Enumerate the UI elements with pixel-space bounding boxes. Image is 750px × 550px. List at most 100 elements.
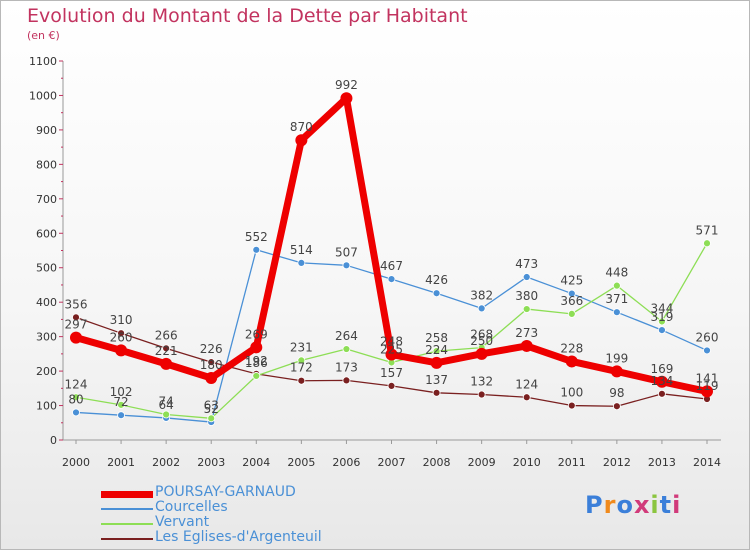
logo-letter: i: [650, 491, 660, 519]
data-label: 74: [159, 395, 174, 409]
x-tick-label: 2000: [62, 456, 90, 469]
data-point: [72, 408, 80, 417]
data-label: 132: [470, 375, 493, 389]
x-tick-label: 2009: [468, 456, 496, 469]
data-point: [295, 134, 308, 147]
data-point: [432, 388, 441, 397]
y-tick-label: 500: [36, 262, 57, 275]
x-tick-label: 2003: [197, 456, 225, 469]
legend-label: Courcelles: [155, 499, 228, 515]
legend-label: Les Eglises-d'Argenteuil: [155, 529, 322, 545]
data-label: 64: [159, 398, 174, 412]
data-label: 425: [560, 274, 583, 288]
data-label: 248: [380, 335, 403, 349]
data-label: 173: [335, 360, 358, 374]
data-label: 80: [68, 392, 83, 406]
data-point: [522, 393, 531, 402]
y-tick-label: 900: [36, 124, 57, 137]
data-label: 310: [110, 313, 133, 327]
proxiti-logo: Proxiti: [585, 491, 681, 519]
data-label: 268: [470, 328, 493, 342]
data-label: 426: [425, 273, 448, 287]
data-label: 199: [605, 351, 628, 365]
data-label: 141: [696, 371, 719, 385]
data-point: [70, 331, 82, 344]
data-point: [72, 313, 80, 322]
legend-swatch: [101, 538, 153, 540]
x-tick-label: 2004: [242, 456, 270, 469]
data-point: [612, 402, 621, 411]
data-label: 221: [155, 344, 178, 358]
data-point: [658, 317, 666, 326]
y-tick-label: 200: [36, 365, 57, 378]
data-point: [252, 372, 261, 380]
data-point: [115, 344, 128, 357]
data-label: 225: [380, 342, 403, 356]
data-point: [297, 259, 306, 267]
data-point: [701, 385, 713, 398]
y-tick-label: 300: [36, 331, 57, 344]
data-point: [703, 239, 711, 248]
data-label: 102: [110, 385, 133, 399]
data-point: [612, 308, 621, 317]
data-point: [207, 414, 216, 423]
data-point: [567, 289, 576, 298]
data-point: [387, 382, 396, 390]
data-label: 228: [560, 341, 583, 355]
data-label: 514: [290, 243, 313, 257]
data-point: [522, 273, 531, 281]
data-label: 100: [560, 386, 583, 400]
data-point: [207, 358, 216, 367]
data-point: [432, 289, 441, 298]
data-point: [522, 305, 531, 313]
y-tick-label: 1000: [29, 89, 57, 102]
y-tick-label: 0: [50, 434, 57, 447]
legend-swatch: [101, 508, 153, 510]
logo-letter: P: [585, 491, 604, 519]
y-tick-label: 600: [36, 227, 57, 240]
y-tick-label: 800: [36, 158, 57, 171]
data-point: [610, 365, 623, 378]
data-point: [250, 341, 263, 354]
logo-letter: x: [633, 491, 651, 519]
x-tick-label: 2007: [378, 456, 406, 469]
data-point: [340, 92, 353, 105]
x-tick-label: 2002: [152, 456, 180, 469]
x-tick-label: 2010: [513, 456, 541, 469]
data-point: [477, 390, 486, 399]
data-label: 52: [204, 402, 219, 416]
x-tick-label: 2005: [287, 456, 315, 469]
data-point: [162, 344, 171, 353]
data-label: 264: [335, 329, 358, 343]
y-tick-label: 100: [36, 400, 57, 413]
data-label: 231: [290, 340, 313, 354]
x-tick-label: 2006: [332, 456, 360, 469]
data-label: 870: [290, 120, 313, 134]
data-label: 157: [380, 366, 403, 380]
chart-subtitle: (en €): [27, 29, 60, 42]
data-point: [567, 309, 576, 318]
x-tick-label: 2012: [603, 456, 631, 469]
data-label: 172: [290, 361, 313, 375]
data-point: [432, 347, 441, 356]
data-label: 344: [650, 301, 673, 315]
data-point: [117, 400, 125, 409]
data-label: 552: [245, 230, 268, 244]
logo-letter: i: [672, 491, 682, 519]
data-point: [703, 346, 711, 355]
data-point: [475, 347, 488, 360]
data-point: [297, 356, 306, 365]
data-label: 380: [515, 289, 538, 303]
data-label: 258: [425, 331, 448, 345]
data-point: [385, 348, 398, 361]
data-label: 382: [470, 288, 493, 302]
logo-letter: r: [603, 491, 617, 519]
data-point: [658, 389, 666, 398]
chart-title: Evolution du Montant de la Dette par Hab…: [27, 5, 468, 27]
data-point: [655, 375, 668, 388]
data-point: [160, 357, 173, 370]
data-point: [297, 376, 306, 385]
data-point: [342, 376, 351, 385]
x-tick-label: 2001: [107, 456, 135, 469]
